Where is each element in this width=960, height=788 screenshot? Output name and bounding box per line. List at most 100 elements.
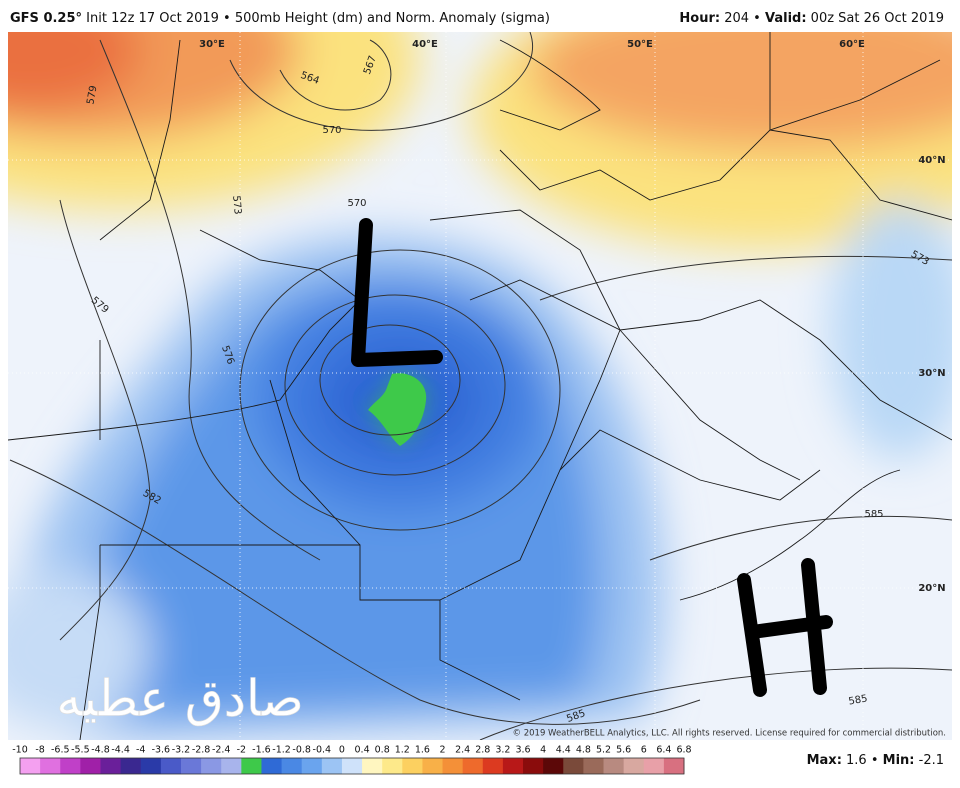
colorbar-tick-label: 6.4 (656, 745, 671, 756)
colorbar-tick-label: -4.4 (111, 745, 130, 756)
min-label: Min: (883, 753, 915, 768)
colorbar-tick-label: 1.6 (415, 745, 430, 756)
map: 30°E 40°E 50°E 60°E40°N30°N20°N564567570570… (8, 32, 952, 740)
colorbar-swatch (462, 758, 484, 774)
colorbar-swatch (221, 758, 242, 774)
valid-label: Valid: (765, 11, 807, 26)
colorbar-tick-label: -3.6 (152, 745, 171, 756)
colorbar-swatch (100, 758, 122, 774)
colorbar-tick-label: 0 (339, 745, 345, 756)
colorbar-tick-label: 6 (641, 745, 647, 756)
colorbar-swatch (261, 758, 283, 774)
contour-label: 585 (864, 509, 883, 520)
colorbar-swatch (362, 758, 383, 774)
contour-label: 579 (85, 85, 99, 106)
colorbar-tick-label: 5.2 (596, 745, 611, 756)
colorbar-swatch (120, 758, 142, 774)
colorbar-swatch (583, 758, 605, 774)
colorbar-swatch (563, 758, 584, 774)
colorbar-swatch (442, 758, 464, 774)
colorbar-swatch (523, 758, 544, 774)
colorbar-tick-label: 1.2 (395, 745, 410, 756)
colorbar-tick-label: 4.4 (556, 745, 571, 756)
colorbar-tick-label: -1.6 (252, 745, 271, 756)
colorbar-tick-label: 5.6 (616, 745, 631, 756)
colorbar-swatch (482, 758, 504, 774)
colorbar: -10 -8 -6.5 -5.5 -4.8 -4.4 -4 -3.6 -3.2 -2.8 -2.4-… (12, 745, 692, 775)
colorbar-swatch (543, 758, 564, 774)
contour-label: 585 (848, 693, 869, 707)
colorbar-tick-label: 2.4 (455, 745, 470, 756)
colorbar-tick-label: -4 (136, 745, 145, 756)
colorbar-swatch (281, 758, 303, 774)
colorbar-swatch (180, 758, 202, 774)
colorbar-tick-label: -2 (237, 745, 246, 756)
colorbar-swatch (663, 758, 685, 774)
borders (8, 32, 952, 740)
colorbar-swatch (80, 758, 101, 774)
colorbar-tick-label: 4.8 (576, 745, 591, 756)
contour-label: 570 (347, 198, 366, 209)
colorbar-tick-label: -2.8 (192, 745, 211, 756)
colorbar-swatch (422, 758, 444, 774)
hour: 204 • (720, 11, 765, 26)
anomaly-core (368, 373, 427, 446)
grid-label: 60°E (839, 39, 865, 50)
colorbar-swatch (603, 758, 625, 774)
colorbar-tick-label: -1.2 (272, 745, 291, 756)
colorbar-tick-label: 6.8 (676, 745, 691, 756)
colorbar-swatch (20, 758, 41, 774)
grid-label: 40°N (918, 155, 945, 166)
colorbar-swatch (241, 758, 262, 774)
footer-stats: Max: 1.6 • Min: -2.1 (807, 753, 944, 768)
contour-label: 573 (230, 195, 243, 215)
colorbar-tick-label: -0.8 (292, 745, 311, 756)
colorbar-tick-label: -6.5 (51, 745, 70, 756)
letter-strokes (351, 218, 833, 697)
grid-label: 20°N (918, 583, 945, 594)
valid: 00z Sat 26 Oct 2019 (807, 11, 944, 26)
colorbar-swatch (140, 758, 162, 774)
colorbar-swatch (321, 758, 343, 774)
colorbar-tick-label: -2.4 (212, 745, 231, 756)
colorbar-swatch (502, 758, 524, 774)
grid-label: 40°E (412, 39, 438, 50)
colorbar-tick-label: 0.8 (375, 745, 390, 756)
model: GFS 0.25° (10, 11, 82, 26)
colorbar-tick-label: 4 (540, 745, 546, 756)
max-label: Max: (807, 753, 842, 768)
hour-label: Hour: (679, 11, 720, 26)
colorbar-tick-label: 0.4 (355, 745, 370, 756)
grid-label: 50°E (627, 39, 653, 50)
colorbar-swatch (623, 758, 645, 774)
colorbar-tick-label: 2.8 (475, 745, 490, 756)
colorbar-tick-label: -3.2 (172, 745, 191, 756)
colorbar-tick-label: 2 (440, 745, 446, 756)
copyright: © 2019 WeatherBELL Analytics, LLC. All r… (513, 729, 946, 739)
colorbar-swatch (341, 758, 363, 774)
colorbar-tick-label: -4.8 (91, 745, 110, 756)
anomaly-field (8, 32, 952, 740)
header-left: GFS 0.25° Init 12z 17 Oct 2019 • 500mb H… (10, 11, 550, 26)
colorbar-swatch (40, 758, 61, 774)
colorbar-swatch (60, 758, 81, 774)
colorbar-swatch (402, 758, 423, 774)
colorbar-swatch (643, 758, 665, 774)
contours (9, 32, 952, 740)
min: -2.1 (915, 753, 945, 768)
colorbar-tick-label: -8 (35, 745, 44, 756)
colorbar-swatch (160, 758, 182, 774)
colorbar-frame (19, 757, 685, 775)
colorbar-tick-label: -0.4 (313, 745, 332, 756)
colorbar-tick-label: 3.2 (495, 745, 510, 756)
colorbar-tick-label: -10 (12, 745, 28, 756)
graticule (8, 32, 952, 740)
run-info: Init 12z 17 Oct 2019 • 500mb Height (dm)… (82, 11, 550, 26)
grid-label: 30°E (199, 39, 225, 50)
colorbar-swatch (201, 758, 222, 774)
colorbar-swatch (382, 758, 403, 774)
max: 1.6 • (842, 753, 883, 768)
colorbar-swatch (301, 758, 323, 774)
